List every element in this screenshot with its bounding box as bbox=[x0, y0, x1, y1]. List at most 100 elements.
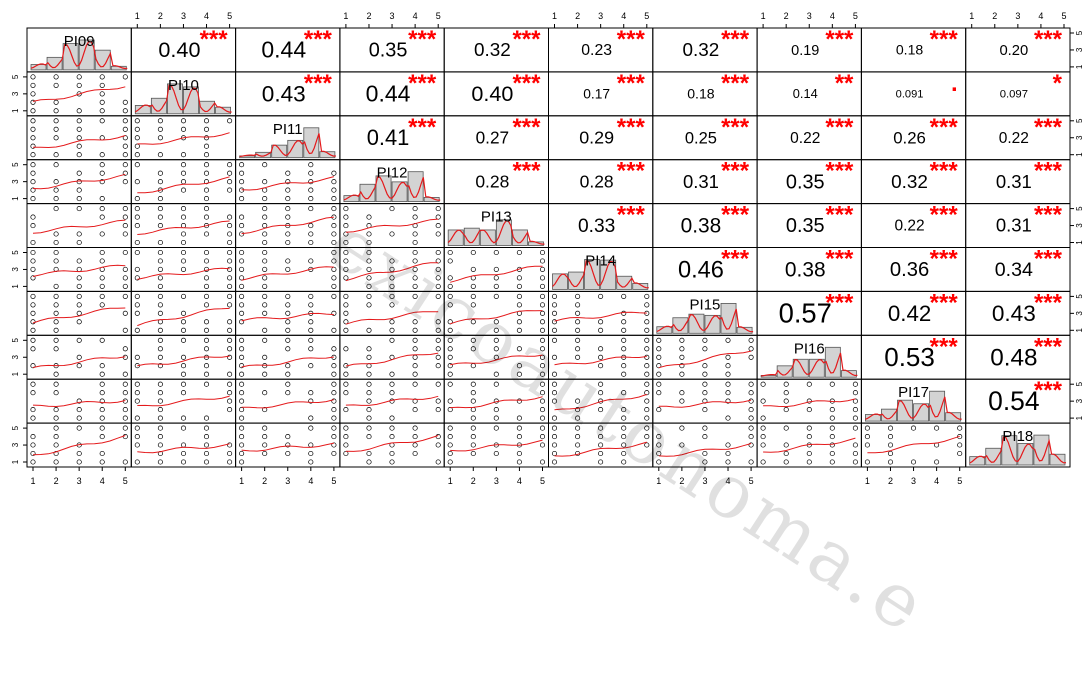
scatter-point bbox=[493, 337, 499, 343]
scatter-point bbox=[239, 196, 245, 202]
scatter-point bbox=[575, 415, 581, 421]
correlation-value: 0.20 bbox=[999, 43, 1028, 59]
scatter-point bbox=[343, 381, 349, 387]
histogram-bar bbox=[600, 259, 617, 290]
scatter-point bbox=[551, 354, 558, 360]
scatter-point bbox=[470, 266, 476, 272]
scatter-point bbox=[203, 170, 210, 176]
scatter-point bbox=[180, 206, 187, 212]
scatter-point bbox=[343, 450, 349, 457]
scatter-point bbox=[203, 371, 210, 377]
scatter-point bbox=[30, 91, 36, 97]
scatter-point bbox=[470, 319, 476, 325]
panel-frame bbox=[130, 378, 237, 424]
x-tick-label: 3 bbox=[807, 11, 812, 21]
scatter-point bbox=[551, 302, 558, 308]
scatter-point bbox=[539, 371, 546, 377]
scatter-point bbox=[748, 398, 754, 404]
pairs-chart: PI09 0.40 *** 0.44*** 0.35 *** 0.32 *** 0.23 *** 0… bbox=[11, 11, 1084, 486]
scatter-point bbox=[285, 434, 291, 440]
y-tick-label: 3 bbox=[11, 354, 20, 359]
scatter-point bbox=[157, 381, 163, 387]
scatter-point bbox=[30, 390, 36, 396]
scatter-point bbox=[864, 425, 870, 431]
significance-stars: *** bbox=[721, 246, 750, 273]
smooth-line bbox=[450, 265, 543, 283]
scatter-point bbox=[122, 327, 128, 333]
scatter-point bbox=[539, 319, 546, 325]
smooth-line bbox=[241, 399, 335, 409]
x-tick-label: 2 bbox=[262, 476, 267, 486]
scatter-point bbox=[493, 407, 499, 413]
histogram-bar bbox=[688, 313, 705, 334]
scatter-point bbox=[331, 398, 337, 404]
smooth-line bbox=[658, 443, 752, 457]
scatter-point bbox=[239, 162, 245, 168]
scatter-point bbox=[76, 108, 82, 114]
scatter-point bbox=[122, 434, 128, 440]
scatter-point bbox=[447, 337, 453, 343]
scatter-point bbox=[343, 214, 349, 220]
scatter-point bbox=[539, 415, 546, 421]
scatter-point bbox=[656, 390, 662, 396]
scatter-point bbox=[239, 442, 245, 448]
scatter-point bbox=[227, 187, 233, 193]
scatter-point bbox=[366, 346, 372, 352]
x-tick-label: 2 bbox=[888, 476, 893, 486]
scatter-point bbox=[30, 152, 36, 158]
y-tick-label: 3 bbox=[11, 179, 20, 184]
scatter-point bbox=[308, 363, 314, 369]
scatter-point bbox=[203, 126, 210, 132]
scatter-point bbox=[203, 319, 210, 325]
scatter-point bbox=[30, 450, 36, 457]
correlation-value: 0.44 bbox=[366, 81, 411, 107]
y-tick-label: 1 bbox=[1075, 64, 1084, 69]
scatter-point bbox=[134, 390, 140, 396]
scatter-point bbox=[285, 214, 291, 220]
x-tick-label: 3 bbox=[181, 11, 186, 21]
scatter-point bbox=[262, 450, 268, 457]
histogram-bar bbox=[183, 86, 199, 115]
scatter-point bbox=[76, 179, 82, 185]
scatter-point bbox=[53, 293, 59, 299]
correlation-value: 0.57 bbox=[779, 297, 832, 328]
scatter-point bbox=[343, 390, 349, 396]
significance-stars: *** bbox=[721, 158, 750, 185]
scatter-point bbox=[366, 398, 372, 404]
scatter-point bbox=[99, 407, 105, 413]
scatter-point bbox=[239, 231, 245, 237]
scatter-point bbox=[239, 214, 245, 220]
scatter-point bbox=[551, 459, 558, 465]
scatter-point bbox=[134, 293, 140, 299]
correlation-value: 0.35 bbox=[786, 215, 825, 237]
scatter-point bbox=[539, 459, 546, 465]
scatter-point bbox=[470, 398, 476, 404]
scatter-point bbox=[157, 354, 163, 360]
scatter-point bbox=[53, 187, 59, 193]
scatter-point bbox=[262, 293, 268, 299]
scatter-point bbox=[470, 450, 476, 457]
variable-label: PI16 bbox=[794, 340, 825, 357]
histogram-bar bbox=[913, 403, 929, 422]
scatter-point bbox=[122, 118, 128, 124]
scatter-point bbox=[134, 398, 140, 404]
scatter-point bbox=[262, 179, 268, 185]
scatter-point bbox=[783, 425, 789, 431]
density-curve bbox=[656, 308, 754, 333]
scatter-point bbox=[539, 293, 546, 299]
scatter-point bbox=[203, 327, 210, 333]
scatter-point bbox=[134, 179, 140, 185]
scatter-point bbox=[331, 170, 337, 176]
correlation-value: 0.35 bbox=[369, 40, 408, 62]
scatter-point bbox=[621, 407, 627, 413]
scatter-point bbox=[493, 425, 499, 431]
scatter-point bbox=[435, 319, 441, 325]
scatter-point bbox=[134, 442, 140, 448]
scatter-point bbox=[644, 363, 650, 369]
scatter-point bbox=[30, 310, 36, 316]
histogram-bar bbox=[736, 326, 753, 334]
scatter-point bbox=[203, 152, 210, 158]
x-tick-label: 2 bbox=[54, 476, 59, 486]
scatter-point bbox=[447, 371, 453, 377]
scatter-point bbox=[122, 162, 128, 168]
